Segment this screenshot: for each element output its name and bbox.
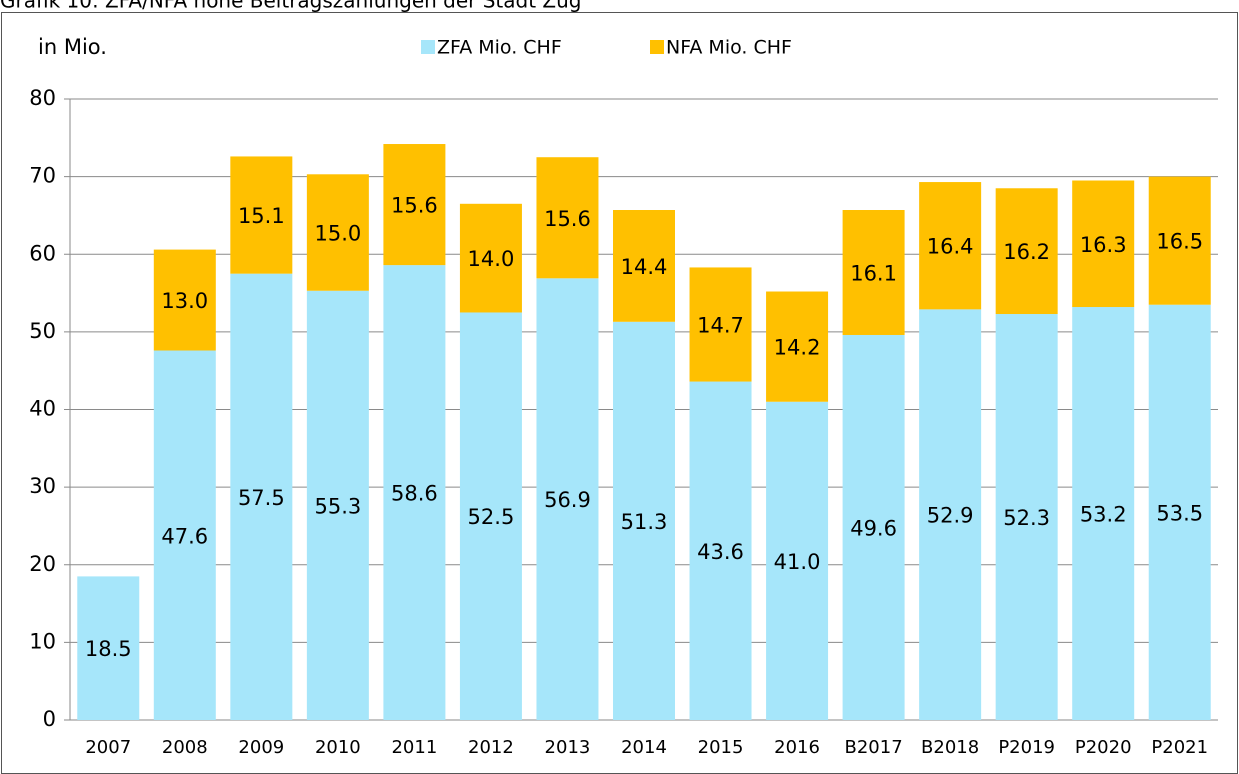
y-tick-label: 50 [29,319,56,343]
bar-segment [1148,176,1211,305]
bar-segment [919,309,982,720]
legend-label: ZFA Mio. CHF [437,37,562,59]
data-label: 52.9 [927,504,974,528]
data-label: 14.2 [774,336,821,360]
legend-label: NFA Mio. CHF [666,37,792,59]
bar-segment [689,381,752,720]
bar-segment [995,314,1058,720]
data-label: 15.0 [314,222,361,246]
data-label: 52.5 [468,505,515,529]
bar-segment [613,210,675,322]
x-tick-label: 2016 [774,737,820,758]
bar-segment [536,278,599,720]
bar-segment [230,156,293,274]
x-tick-label: 2010 [315,737,361,758]
bar-segment [459,312,522,720]
bar-segment [1148,304,1211,720]
legend-swatch [421,40,435,54]
data-label: 55.3 [314,494,361,518]
data-label: 16.3 [1080,233,1127,257]
bar-segment [230,273,293,720]
data-label: 52.3 [1003,506,1050,530]
x-tick-label: 2011 [391,737,437,758]
x-tick-label: 2008 [162,737,208,758]
bar-segment [613,321,675,720]
data-label: 16.4 [927,235,974,259]
bar-segment [536,157,599,279]
y-tick-label: 80 [29,86,56,110]
data-label: 14.4 [621,255,668,279]
data-label: 18.5 [85,637,132,661]
bar-segment [766,291,829,402]
data-label: 57.5 [238,486,285,510]
y-axis-label: in Mio. [38,35,107,59]
bar-segment [842,210,905,335]
bar-segment [459,203,522,313]
y-tick-label: 70 [29,164,56,188]
chart-title: Grafik 10: ZFA/NFA hohe Beitragszahlunge… [0,0,582,13]
bar-segment [919,182,982,310]
data-label: 15.1 [238,204,285,228]
x-tick-label: B2018 [921,737,979,758]
bar-segment [306,290,369,720]
bar-segment [306,174,369,291]
data-label: 47.6 [161,524,208,548]
bar-segment [1072,180,1135,308]
data-label: 13.0 [161,289,208,313]
x-tick-label: 2015 [698,737,744,758]
data-label: 41.0 [774,550,821,574]
y-tick-label: 20 [29,552,56,576]
data-label: 53.2 [1080,503,1127,527]
x-tick-label: P2020 [1075,737,1132,758]
x-tick-label: 2013 [545,737,591,758]
x-tick-label: P2021 [1151,737,1208,758]
legend-swatch [650,40,664,54]
bar-segment [995,188,1058,315]
bar-segment [766,401,829,720]
x-tick-label: P2019 [998,737,1055,758]
x-tick-label: 2012 [468,737,514,758]
data-label: 56.9 [544,488,591,512]
data-label: 14.0 [468,247,515,271]
data-label: 15.6 [391,194,438,218]
data-label: 43.6 [697,540,744,564]
x-tick-label: 2009 [238,737,284,758]
data-label: 51.3 [621,510,668,534]
x-tick-label: 2007 [85,737,131,758]
data-label: 16.2 [1003,240,1050,264]
x-tick-label: 2014 [621,737,667,758]
bar-segment [842,334,905,720]
bar-segment [77,576,140,720]
bar-segment [383,144,446,266]
y-tick-label: 30 [29,474,56,498]
data-label: 53.5 [1156,501,1203,525]
bar-segment [1072,307,1135,720]
data-label: 16.5 [1156,230,1203,254]
data-label: 49.6 [850,516,897,540]
bar-segment [689,267,752,382]
y-tick-label: 60 [29,241,56,265]
bar-segment [153,350,216,720]
data-label: 58.6 [391,482,438,506]
bar-segment [153,249,216,351]
data-label: 15.6 [544,207,591,231]
y-tick-label: 0 [43,707,56,731]
bar-segment [383,265,446,720]
data-label: 14.7 [697,314,744,338]
x-tick-label: B2017 [845,737,903,758]
y-tick-label: 10 [29,629,56,653]
y-tick-label: 40 [29,397,56,421]
data-label: 16.1 [850,261,897,285]
